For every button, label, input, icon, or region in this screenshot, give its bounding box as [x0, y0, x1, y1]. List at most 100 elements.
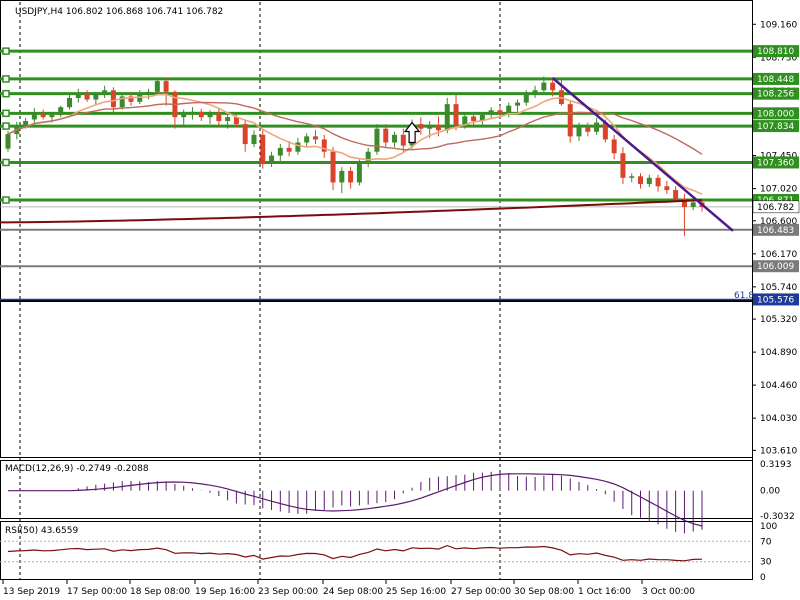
bear-candle	[260, 134, 266, 164]
bull-candle	[444, 104, 450, 131]
bull-candle	[392, 134, 398, 143]
bull-candle	[189, 111, 195, 114]
bull-candle	[365, 151, 371, 164]
bear-candle	[110, 90, 116, 108]
bear-candle	[567, 104, 573, 137]
level-price-tag	[753, 156, 799, 169]
bear-candle	[128, 96, 134, 102]
bull-candle	[374, 128, 380, 152]
bear-candle	[471, 116, 477, 122]
level-price-label: 106.009	[757, 262, 794, 272]
bear-candle	[611, 139, 617, 154]
bear-candle	[602, 122, 608, 140]
bear-candle	[84, 93, 90, 100]
bull-candle	[479, 114, 485, 122]
bear-candle	[40, 113, 46, 118]
level-handle	[2, 75, 10, 83]
level-price-tag	[753, 45, 799, 58]
bear-candle	[286, 147, 292, 152]
bull-candle	[629, 176, 635, 178]
time-tick-label: 25 Sep 16:00	[386, 587, 446, 597]
rsi-frame	[0, 521, 753, 580]
bear-candle	[453, 104, 459, 125]
bull-candle	[102, 90, 108, 95]
price-tick-label: 106.170	[760, 250, 797, 260]
bull-candle	[427, 125, 433, 129]
time-tick-label: 3 Oct 00:00	[642, 587, 695, 597]
price-tick-label: 103.610	[760, 446, 797, 456]
macd-tick-label: 0.00	[760, 487, 780, 497]
price-tick-label: 109.160	[760, 20, 797, 30]
long-ma-line	[0, 199, 703, 224]
level-handle	[2, 122, 10, 130]
bear-candle	[550, 82, 556, 91]
bear-candle	[321, 139, 327, 152]
level-price-tag	[753, 260, 799, 273]
rsi-tick-label: 0	[760, 573, 766, 583]
downtrend-line	[551, 77, 734, 232]
level-price-label: 108.000	[757, 109, 794, 119]
level-price-label: 105.576	[757, 295, 794, 305]
bull-candle	[339, 170, 345, 183]
level-price-tag	[753, 120, 799, 133]
macd-label: MACD(12,26,9) -0.2749 -0.2088	[5, 464, 149, 474]
rsi-pane: 100 70 30 0	[0, 521, 777, 583]
macd-signal-line	[8, 473, 703, 527]
bull-candle	[295, 142, 301, 152]
bull-candle	[304, 136, 310, 143]
mid-ma-line	[7, 101, 703, 155]
level-handle	[2, 196, 10, 204]
level-price-label: 107.360	[757, 158, 794, 168]
macd-pane: 0.3193 0.00 -0.3032	[0, 460, 795, 534]
level-price-tag	[753, 223, 799, 236]
rsi-tick-label: 100	[760, 522, 777, 532]
time-tick-label: 27 Sep 00:00	[451, 587, 511, 597]
bull-candle	[146, 91, 152, 95]
level-handle	[2, 109, 10, 118]
bear-candle	[418, 124, 424, 129]
level-handle	[2, 47, 10, 55]
bull-candle	[31, 113, 37, 120]
current-price-label: 106.782	[757, 203, 794, 213]
rsi-tick-label: 30	[760, 558, 772, 568]
price-tick-label: 105.320	[760, 315, 797, 325]
bull-candle	[181, 113, 187, 118]
fib-label: 61.8	[734, 291, 754, 301]
macd-tick-label: 0.3193	[760, 460, 792, 470]
bear-candle	[330, 151, 336, 183]
bear-candle	[638, 176, 644, 184]
time-tick-label: 30 Sep 08:00	[514, 587, 574, 597]
level-price-tag	[753, 72, 799, 85]
bull-candle	[277, 147, 283, 156]
time-tick-label: 1 Oct 16:00	[578, 587, 631, 597]
price-tick-label: 104.030	[760, 414, 797, 424]
rsi-line	[7, 544, 703, 562]
time-axis: 13 Sep 2019 17 Sep 00:00 18 Sep 08:00 19 Se…	[2, 580, 695, 597]
bull-candle	[532, 90, 538, 94]
bull-candle	[66, 97, 72, 108]
bull-candle	[93, 94, 99, 100]
bull-candle	[594, 122, 600, 132]
level-handle	[2, 89, 10, 98]
bear-candle	[681, 199, 687, 208]
bull-candle	[506, 105, 512, 114]
bull-candle	[488, 110, 494, 115]
bear-candle	[312, 136, 318, 140]
symbol-header: USDJPY,H4 106.802 106.868 106.741 106.78…	[15, 7, 223, 17]
time-tick-label: 23 Sep 00:00	[258, 587, 318, 597]
bear-candle	[216, 113, 222, 122]
level-price-label: 107.834	[757, 122, 794, 132]
price-tick-label: 105.740	[760, 283, 797, 293]
time-tick-label: 18 Sep 08:00	[130, 587, 190, 597]
bear-candle	[400, 134, 406, 146]
bear-candle	[348, 170, 354, 183]
bull-candle	[269, 155, 275, 164]
price-tick-label: 104.890	[760, 348, 797, 358]
macd-frame	[0, 460, 753, 519]
bull-candle	[58, 107, 64, 115]
bull-candle	[75, 93, 81, 98]
main-pane-lower-frame	[0, 301, 753, 458]
bull-candle	[515, 102, 521, 106]
bull-candle	[49, 114, 55, 118]
